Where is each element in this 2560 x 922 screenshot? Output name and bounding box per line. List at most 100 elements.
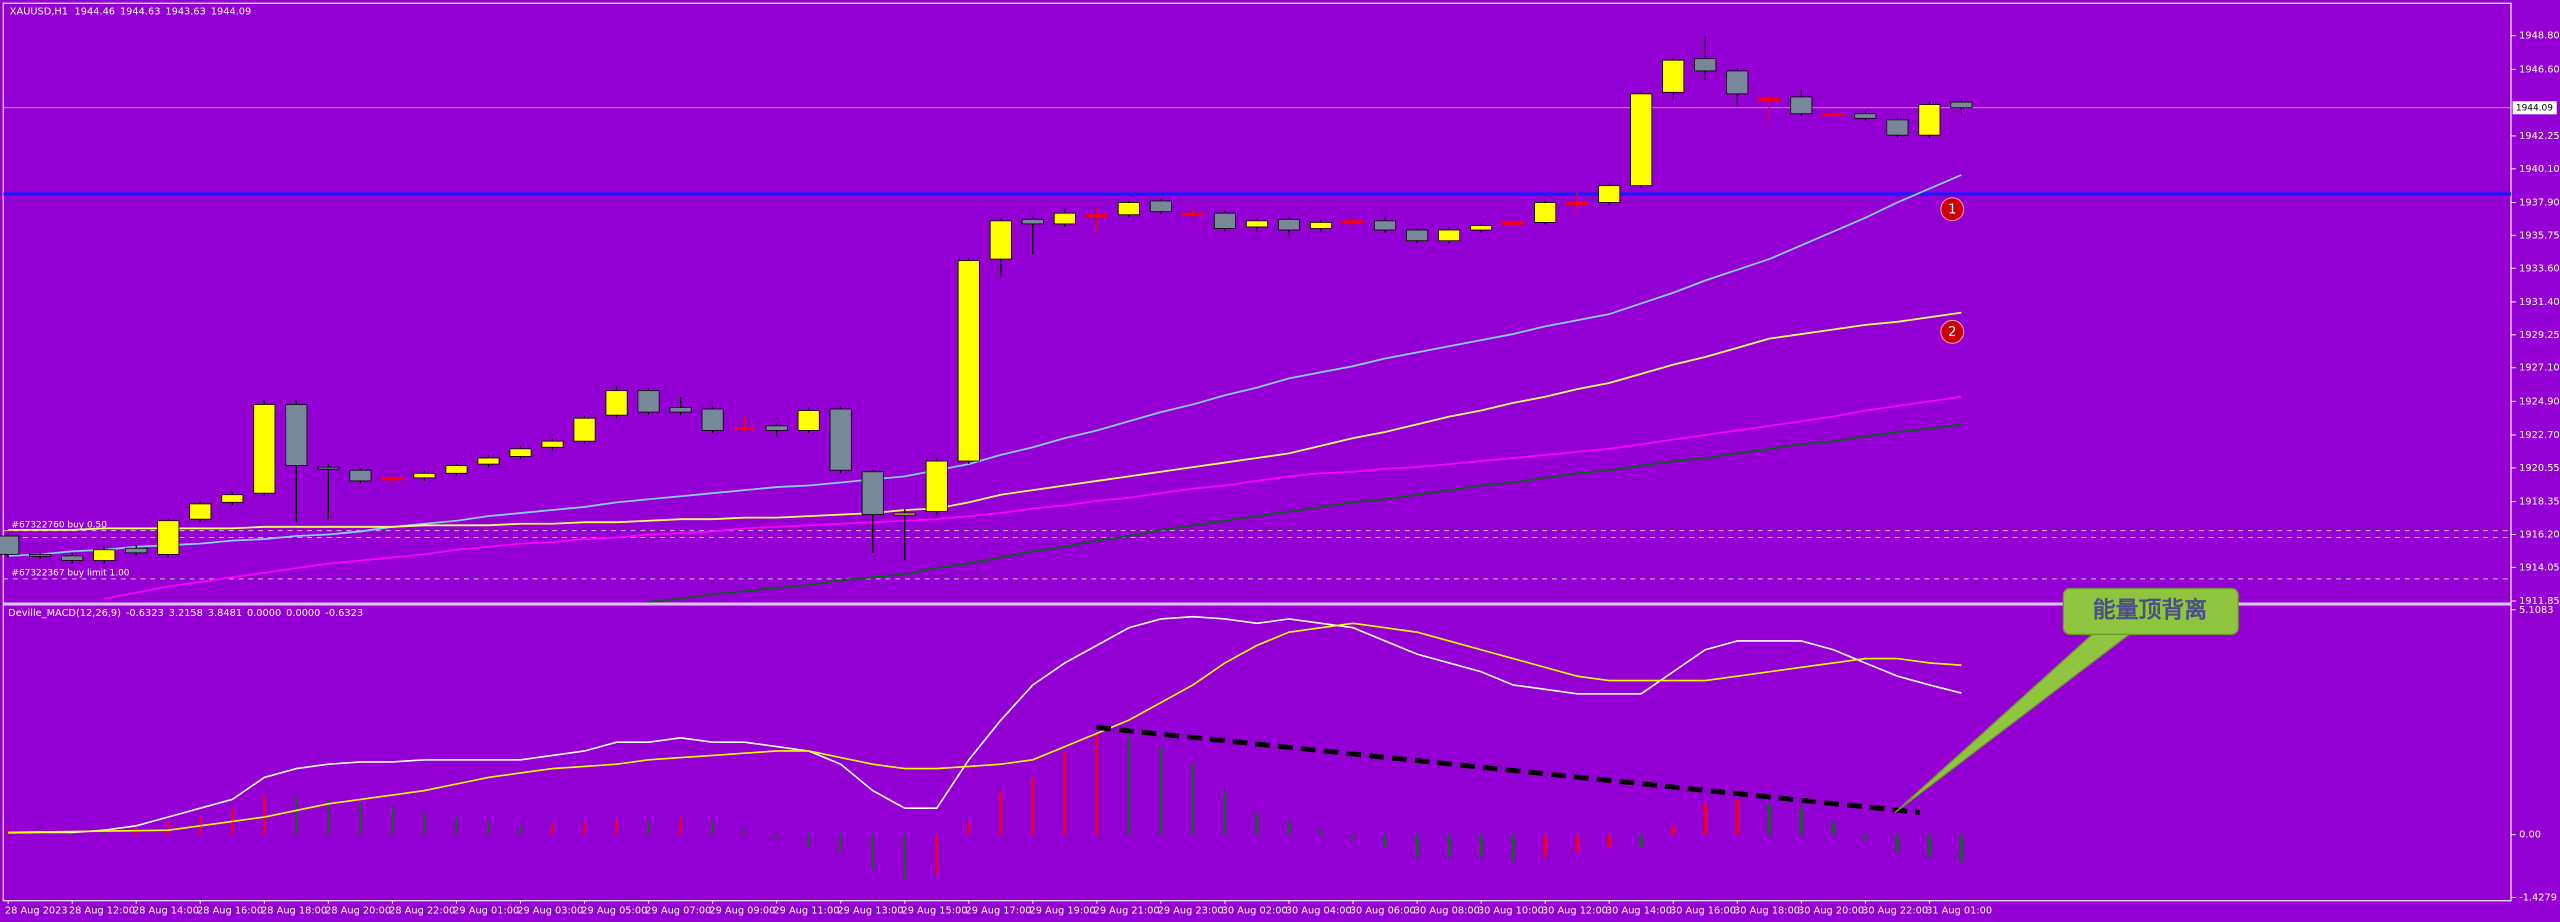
candle-body — [1245, 220, 1268, 228]
candle-body — [1309, 221, 1333, 229]
candle-body — [1149, 200, 1172, 213]
candle-body — [1534, 202, 1557, 223]
x-tick-label: 30 Aug 06:00 — [1350, 906, 1416, 917]
x-tick-label: 29 Aug 11:00 — [773, 906, 839, 917]
x-tick-label: 30 Aug 10:00 — [1478, 906, 1544, 917]
candle-body — [1438, 229, 1461, 242]
x-tick-label: 28 Aug 12:00 — [69, 906, 135, 917]
x-tick-label: 29 Aug 19:00 — [1030, 906, 1096, 917]
readout: -0.6323 — [325, 608, 363, 619]
candle-body — [1918, 104, 1941, 136]
x-tick-label: 29 Aug 17:00 — [966, 906, 1032, 917]
candle-body — [1790, 96, 1813, 115]
candle-body — [1822, 113, 1845, 117]
candle-body — [413, 472, 436, 479]
x-tick-label: 28 Aug 22:00 — [389, 906, 455, 917]
indicator-line — [8, 311, 1962, 531]
candle-body — [1213, 212, 1236, 229]
candle-body — [61, 555, 84, 561]
candle-body — [669, 407, 692, 413]
x-tick-label: 30 Aug 18:00 — [1734, 906, 1800, 917]
x-tick-label: 30 Aug 02:00 — [1222, 906, 1288, 917]
indicator-title: Deville_MACD(12,26,9) — [8, 608, 121, 619]
y-tick-label: 1937.90 — [2519, 197, 2560, 208]
ohlc-low: 1943.63 — [165, 6, 206, 17]
x-tick-label: 28 Aug 18:00 — [261, 906, 327, 917]
x-tick-label: 29 Aug 01:00 — [453, 906, 519, 917]
x-tick-label: 30 Aug 22:00 — [1862, 906, 1928, 917]
candle-body — [957, 260, 980, 462]
y-tick-label: 1922.70 — [2519, 430, 2560, 441]
candle-body — [157, 520, 180, 555]
candle-body — [1502, 221, 1525, 225]
x-tick-label: 28 Aug 20:00 — [325, 906, 391, 917]
candle-body — [797, 410, 820, 431]
y-tick-label: 1911.85 — [2519, 596, 2560, 607]
order-label: #67322760 buy 0.50 — [11, 520, 107, 530]
candle-body — [1726, 70, 1749, 95]
macd-panel: 5.1083 0.00 -1.4279 — [6, 605, 2557, 903]
y-tick-label: 1942.25 — [2519, 131, 2560, 142]
candle-body — [1374, 220, 1397, 231]
symbol: XAUUSD,H1 — [10, 6, 68, 17]
candle-body — [573, 417, 596, 442]
candle-body — [989, 220, 1012, 260]
candle-body — [1886, 119, 1909, 136]
candle-body — [1406, 229, 1429, 242]
callout-box — [2062, 587, 2239, 635]
x-tick-label: 29 Aug 23:00 — [1158, 906, 1224, 917]
x-tick-label: 31 Aug 01:00 — [1926, 906, 1992, 917]
candle-body — [29, 553, 52, 557]
order-label: #67322367 buy limit 1.00 — [11, 569, 129, 579]
x-tick-label: 30 Aug 20:00 — [1798, 906, 1864, 917]
price-box-label: 1944.09 — [2516, 103, 2553, 113]
readout: 3.2158 — [169, 608, 203, 619]
candle-body — [1694, 58, 1717, 72]
ohlc-high: 1944.63 — [120, 6, 161, 17]
readout: -0.6323 — [126, 608, 164, 619]
candle-body — [1085, 214, 1108, 218]
candle-body — [317, 466, 340, 470]
marker-label: 1 — [1948, 203, 1956, 218]
y-tick-label: 5.1083 — [2519, 605, 2553, 616]
y-tick-label: 1927.10 — [2519, 363, 2560, 374]
x-tick-label: 30 Aug 14:00 — [1606, 906, 1672, 917]
ohlc-close: 1944.09 — [211, 6, 252, 17]
y-tick-label: 0.00 — [2519, 830, 2541, 841]
candle-body — [1053, 212, 1076, 225]
indicator-line — [8, 174, 1962, 557]
y-tick-label: 1948.80 — [2519, 31, 2560, 42]
x-tick-label: 28 Aug 16:00 — [197, 906, 263, 917]
y-tick-label: 1916.20 — [2519, 529, 2560, 540]
indicator-line — [8, 615, 1962, 834]
candle-body — [349, 469, 372, 482]
marker-label: 2 — [1948, 325, 1956, 340]
marker-circle — [1940, 197, 1965, 222]
candle-body — [733, 426, 756, 430]
candle-body — [1470, 225, 1493, 231]
candle-body — [1950, 101, 1973, 109]
readout: 3.8481 — [208, 608, 242, 619]
y-tick-label: 1946.60 — [2519, 64, 2560, 75]
candle-body — [1566, 202, 1589, 205]
x-tick-label: 28 Aug 14:00 — [133, 906, 199, 917]
candle-body — [1758, 98, 1781, 101]
candle-body — [381, 477, 404, 481]
candle-body — [1662, 59, 1685, 93]
x-tick-label: 29 Aug 05:00 — [581, 906, 647, 917]
y-tick-label: -1.4279 — [2519, 892, 2557, 903]
candle-body — [861, 471, 884, 515]
marker-circle — [1940, 319, 1965, 344]
ohlc-open: 1944.46 — [75, 6, 116, 17]
x-tick-label: 29 Aug 21:00 — [1094, 906, 1160, 917]
main-panel-frame — [2, 2, 2512, 604]
macd-panel-frame — [2, 604, 2512, 902]
candle-body — [1854, 113, 1877, 119]
candle-body — [1598, 185, 1621, 203]
y-tick-label: 1918.35 — [2519, 497, 2560, 508]
x-tick-label: 29 Aug 09:00 — [709, 906, 775, 917]
chart-header: XAUUSD,H1 1944.46 1944.63 1943.63 1944.09 — [10, 6, 251, 17]
indicator-line — [8, 622, 1962, 834]
